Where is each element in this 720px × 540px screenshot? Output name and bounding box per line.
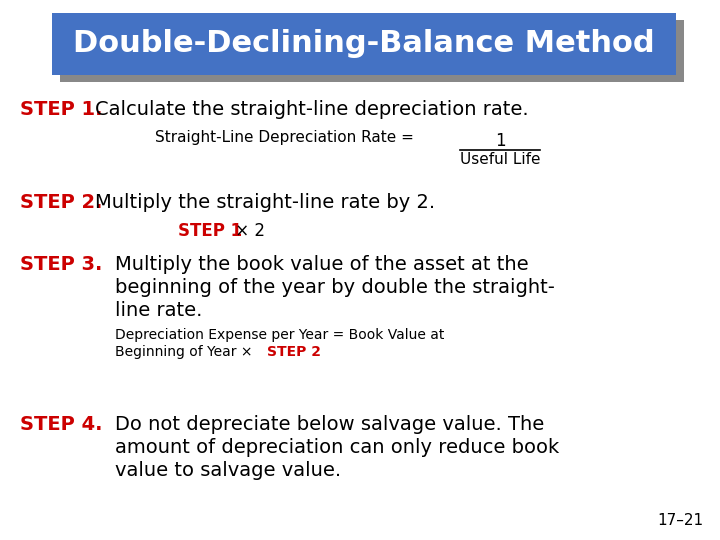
Text: beginning of the year by double the straight-: beginning of the year by double the stra… [115, 278, 555, 297]
Text: 1: 1 [495, 132, 505, 150]
Text: Multiply the book value of the asset at the: Multiply the book value of the asset at … [115, 255, 528, 274]
FancyBboxPatch shape [52, 13, 676, 75]
Text: Straight-Line Depreciation Rate =: Straight-Line Depreciation Rate = [155, 130, 419, 145]
Text: Beginning of Year ×: Beginning of Year × [115, 345, 257, 359]
Text: value to salvage value.: value to salvage value. [115, 461, 341, 480]
Text: Multiply the straight-line rate by 2.: Multiply the straight-line rate by 2. [95, 193, 435, 212]
Text: Depreciation Expense per Year = Book Value at: Depreciation Expense per Year = Book Val… [115, 328, 444, 342]
FancyBboxPatch shape [60, 20, 684, 82]
Text: STEP 4.: STEP 4. [20, 415, 102, 434]
Text: STEP 1: STEP 1 [178, 222, 242, 240]
Text: 17–21: 17–21 [657, 513, 703, 528]
Text: STEP 3.: STEP 3. [20, 255, 102, 274]
Text: STEP 2: STEP 2 [267, 345, 321, 359]
Text: STEP 1.: STEP 1. [20, 100, 102, 119]
Text: Useful Life: Useful Life [460, 152, 540, 167]
Text: STEP 2.: STEP 2. [20, 193, 102, 212]
Text: Double-Declining-Balance Method: Double-Declining-Balance Method [73, 30, 654, 58]
Text: × 2: × 2 [230, 222, 265, 240]
Text: amount of depreciation can only reduce book: amount of depreciation can only reduce b… [115, 438, 559, 457]
Text: Calculate the straight-line depreciation rate.: Calculate the straight-line depreciation… [95, 100, 528, 119]
Text: line rate.: line rate. [115, 301, 202, 320]
Text: Do not depreciate below salvage value. The: Do not depreciate below salvage value. T… [115, 415, 544, 434]
